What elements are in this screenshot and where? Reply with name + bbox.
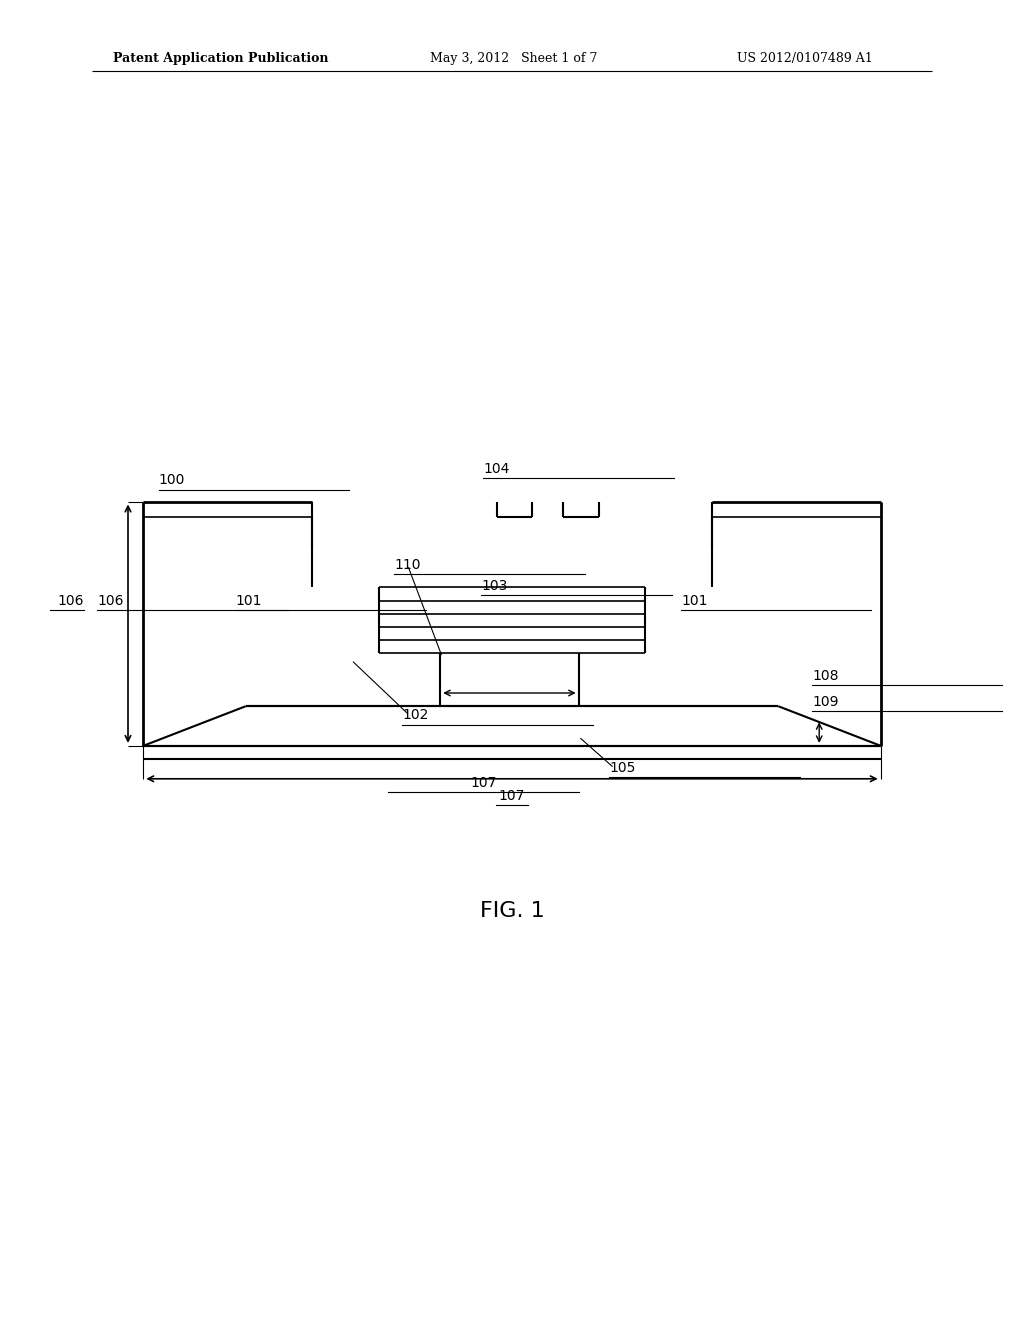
Text: May 3, 2012   Sheet 1 of 7: May 3, 2012 Sheet 1 of 7 — [430, 51, 597, 65]
Text: 102: 102 — [402, 709, 429, 722]
Text: 109: 109 — [812, 696, 839, 709]
Text: 107: 107 — [470, 776, 497, 789]
Text: FIG. 1: FIG. 1 — [479, 900, 545, 921]
Text: 106: 106 — [97, 594, 124, 607]
Text: 110: 110 — [394, 558, 421, 572]
Text: 100: 100 — [159, 474, 185, 487]
Text: 107: 107 — [499, 789, 525, 803]
Text: 104: 104 — [483, 462, 510, 475]
Text: 108: 108 — [812, 669, 839, 682]
Text: 106: 106 — [57, 594, 84, 607]
Text: 101: 101 — [681, 594, 708, 607]
Text: US 2012/0107489 A1: US 2012/0107489 A1 — [737, 51, 873, 65]
Text: Patent Application Publication: Patent Application Publication — [113, 51, 328, 65]
Text: 101: 101 — [236, 594, 262, 607]
Text: 105: 105 — [609, 762, 636, 775]
Text: 103: 103 — [481, 579, 508, 593]
